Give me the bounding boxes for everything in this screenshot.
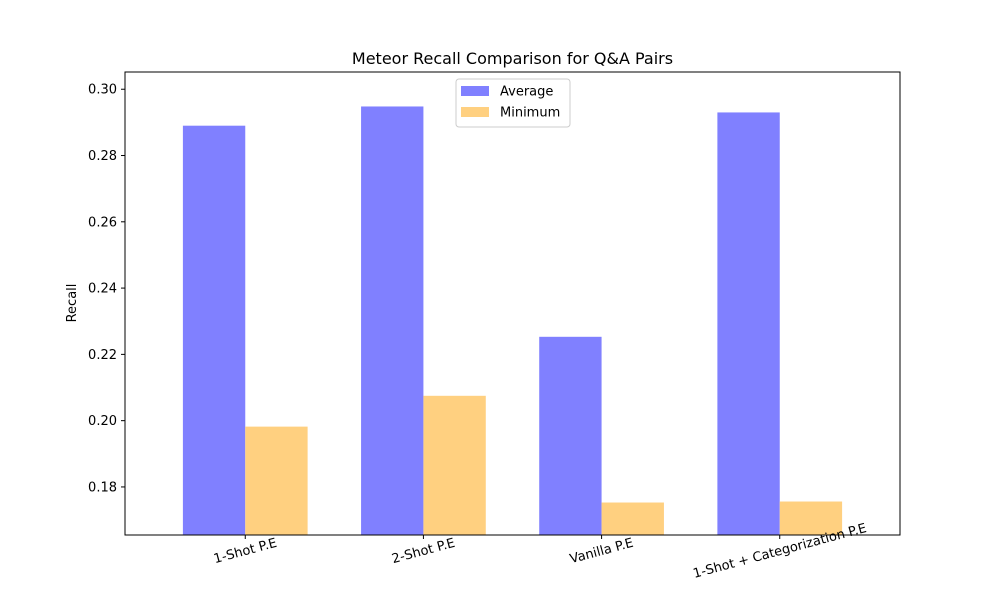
plot-frame xyxy=(124,71,901,536)
bar-minimum-0 xyxy=(245,426,308,535)
bar-average-2 xyxy=(539,336,602,535)
x-tick-label: Vanilla P.E xyxy=(568,536,635,567)
y-tick-label: 0.28 xyxy=(88,149,117,164)
legend-label-average: Average xyxy=(500,85,553,100)
legend-swatch-minimum xyxy=(461,107,489,117)
y-axis-ticks: 0.18 0.20 0.22 0.24 0.26 0.28 0.30 xyxy=(88,83,125,495)
legend-label-minimum: Minimum xyxy=(500,106,560,121)
bar-minimum-1 xyxy=(423,395,486,535)
bars-group xyxy=(182,106,843,536)
y-axis-label: Recall xyxy=(65,284,80,323)
bar-average-0 xyxy=(182,125,246,535)
bar-average-3 xyxy=(717,112,780,536)
legend: Average Minimum xyxy=(455,78,571,128)
y-tick-label: 0.20 xyxy=(88,414,117,429)
y-tick-label: 0.26 xyxy=(88,215,117,230)
y-tick-label: 0.30 xyxy=(88,83,117,98)
bar-minimum-2 xyxy=(601,502,664,535)
x-tick-label: 2-Shot P.E xyxy=(390,536,456,567)
y-tick-label: 0.18 xyxy=(88,480,117,495)
bar-minimum-3 xyxy=(779,501,843,535)
y-tick-label: 0.24 xyxy=(88,282,117,297)
x-tick-label: 1-Shot P.E xyxy=(212,536,278,567)
bar-average-1 xyxy=(361,106,424,536)
y-tick-label: 0.22 xyxy=(88,348,117,363)
legend-swatch-average xyxy=(461,86,489,96)
chart-title: Meteor Recall Comparison for Q&A Pairs xyxy=(352,49,673,68)
